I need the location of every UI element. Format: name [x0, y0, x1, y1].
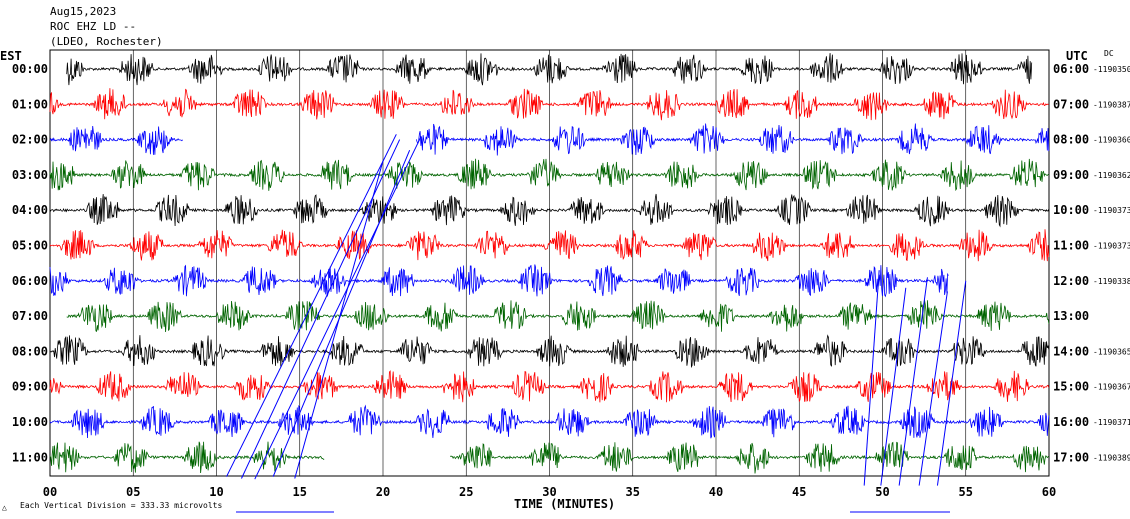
trace-0500: [49, 229, 1050, 262]
utc-hour-label: 11:00: [1053, 239, 1089, 253]
utc-hour-label: 07:00: [1053, 97, 1089, 111]
dc-offset-label: -1190387: [1093, 100, 1130, 109]
x-tick-label: 60: [1042, 485, 1056, 499]
sweep-line: [863, 270, 880, 486]
dc-offset-label: -1190350: [1093, 65, 1130, 74]
utc-hour-label: 12:00: [1053, 274, 1089, 288]
est-hour-label: 08:00: [12, 344, 48, 358]
left-zone-label: EST: [0, 49, 22, 63]
dc-offset-label: -1190367: [1093, 383, 1130, 392]
est-hour-label: 01:00: [12, 97, 48, 111]
est-hour-label: 11:00: [12, 450, 48, 464]
dc-offset-label: -1190389: [1093, 453, 1130, 462]
trace-1000: [49, 404, 1050, 439]
dc-offset-label: -1190365: [1093, 347, 1130, 356]
station-label: ROC EHZ LD --: [50, 20, 136, 33]
trace-0400: [49, 193, 1050, 228]
est-hour-label: 09:00: [12, 380, 48, 394]
est-hour-label: 02:00: [12, 133, 48, 147]
x-tick-label: 25: [459, 485, 473, 499]
utc-hour-label: 10:00: [1053, 203, 1089, 217]
sweep-line: [226, 134, 397, 477]
sweep-line: [241, 139, 401, 479]
est-hour-label: 07:00: [12, 309, 48, 323]
trace-0800: [49, 334, 1050, 369]
x-tick-label: 30: [542, 485, 556, 499]
est-hour-label: 00:00: [12, 62, 48, 76]
network-label: (LDEO, Rochester): [50, 35, 163, 48]
sweep-line: [918, 291, 948, 486]
trace-0600: [49, 264, 949, 298]
sweep-line: [254, 135, 422, 480]
utc-hour-label: 13:00: [1053, 309, 1089, 323]
x-tick-labels: 00 05 10 15 20 25 30 35 40 45 50 55 60: [43, 485, 1056, 499]
dc-offset-label: -1190362: [1093, 171, 1130, 180]
utc-hour-label: 15:00: [1053, 380, 1089, 394]
x-tick-label: 10: [209, 485, 223, 499]
right-zone-label: UTC: [1066, 49, 1088, 63]
x-tick-label: 45: [792, 485, 806, 499]
dc-offset-label: -1190338: [1093, 277, 1130, 286]
est-hour-label: 03:00: [12, 168, 48, 182]
x-tick-label: 00: [43, 485, 57, 499]
trace-0200: [49, 123, 1050, 156]
vertical-grid: [132, 50, 967, 476]
date-label: Aug15,2023: [50, 5, 116, 18]
dc-label: DC: [1104, 49, 1114, 58]
est-hour-label: 06:00: [12, 274, 48, 288]
x-tick-label: 35: [626, 485, 640, 499]
x-tick-label: 20: [376, 485, 390, 499]
dc-offset-label: -1190373: [1093, 242, 1130, 251]
est-hour-label: 10:00: [12, 415, 48, 429]
trace-1100: [49, 441, 1050, 474]
utc-hour-label: 06:00: [1053, 62, 1089, 76]
corner-mark: △: [2, 503, 7, 512]
trace-0000: [66, 53, 1033, 86]
est-hour-label: 04:00: [12, 203, 48, 217]
traces: [49, 53, 1050, 474]
sweep-line: [880, 287, 907, 486]
x-tick-label: 05: [126, 485, 140, 499]
utc-hour-label: 09:00: [1053, 168, 1089, 182]
trace-0700: [66, 299, 1050, 333]
sweep-line: [294, 160, 384, 479]
trace-0300: [49, 158, 1050, 192]
sweep-line: [272, 149, 411, 477]
trace-0900: [49, 370, 1050, 403]
trace-0100: [49, 88, 1049, 121]
utc-hour-label: 08:00: [1053, 133, 1089, 147]
utc-hour-label: 17:00: [1053, 450, 1089, 464]
utc-hour-label: 16:00: [1053, 415, 1089, 429]
sweep-lines: [226, 134, 967, 513]
dc-offset-label: -1190360: [1093, 136, 1130, 145]
scale-note: Each Vertical Division = 333.33 microvol…: [20, 501, 222, 510]
x-tick-label: 15: [293, 485, 307, 499]
est-hour-label: 05:00: [12, 239, 48, 253]
sweep-line: [898, 277, 928, 486]
dc-offset-label: -1190373: [1093, 206, 1130, 215]
dc-offset-label: -1190371: [1093, 418, 1130, 427]
x-tick-label: 55: [959, 485, 973, 499]
row-labels: 00:00 06:00 -1190350 01:00 07:00 -1190387 02:0…: [12, 62, 1130, 464]
utc-hour-label: 14:00: [1053, 344, 1089, 358]
x-axis-title: TIME (MINUTES): [514, 497, 615, 511]
x-tick-label: 50: [875, 485, 889, 499]
x-tick-label: 40: [709, 485, 723, 499]
sweep-line: [936, 280, 967, 486]
